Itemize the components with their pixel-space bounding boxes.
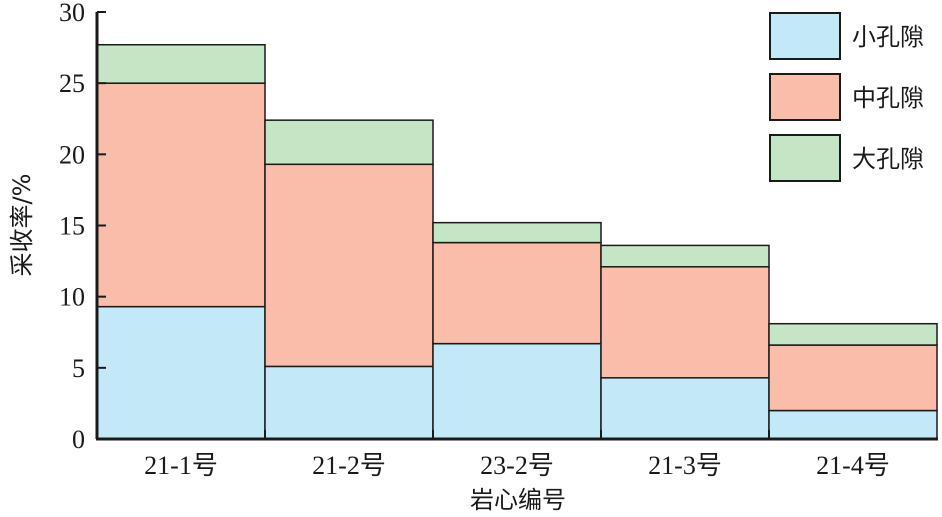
bar-segment-5-3 (768, 322, 938, 346)
y-tick-label: 15 (59, 212, 85, 241)
y-tick-label: 30 (59, 0, 85, 27)
legend-label-1: 小孔隙 (852, 23, 924, 51)
bar-segment-2-2 (264, 163, 434, 368)
bar-segment-1-3 (96, 43, 266, 84)
bar-segment-4-1 (600, 377, 770, 440)
x-tick-label: 21-4号 (816, 451, 890, 480)
legend-swatch-3 (769, 134, 841, 182)
y-axis-title: 采收率/% (8, 174, 36, 277)
legend-swatch-2 (769, 73, 841, 121)
bar-segment-3-1 (432, 342, 602, 440)
bar-segment-4-3 (600, 244, 770, 268)
legend-label-3: 大孔隙 (852, 145, 924, 173)
bar-segment-1-2 (96, 82, 266, 308)
bar-segment-3-3 (432, 221, 602, 244)
bar-segment-5-2 (768, 344, 938, 412)
bar-segment-2-1 (264, 365, 434, 440)
y-tick-label: 20 (59, 140, 85, 169)
bar-segment-3-2 (432, 241, 602, 345)
bar-segment-5-1 (768, 409, 938, 440)
x-tick-label: 21-1号 (144, 451, 218, 480)
y-tick-label: 5 (72, 354, 85, 383)
bar-segment-2-3 (264, 119, 434, 166)
x-tick-label: 23-2号 (480, 451, 554, 480)
x-tick-label: 21-3号 (648, 451, 722, 480)
x-tick-label: 21-2号 (312, 451, 386, 480)
bar-segment-4-2 (600, 266, 770, 379)
legend-label-2: 中孔隙 (852, 84, 924, 112)
y-tick-label: 10 (59, 283, 85, 312)
bar-segment-1-1 (96, 305, 266, 440)
y-ticks-group: 0 5 10 15 20 25 30 (59, 0, 106, 454)
legend-swatch-1 (769, 12, 841, 60)
y-tick-label: 0 (72, 425, 85, 454)
y-tick-label: 25 (59, 69, 85, 98)
x-axis-title: 岩心编号 (470, 486, 566, 514)
x-ticks-group: 21-1号 21-2号 23-2号 21-3号 21-4号 (144, 430, 890, 480)
bars-group (96, 43, 938, 440)
